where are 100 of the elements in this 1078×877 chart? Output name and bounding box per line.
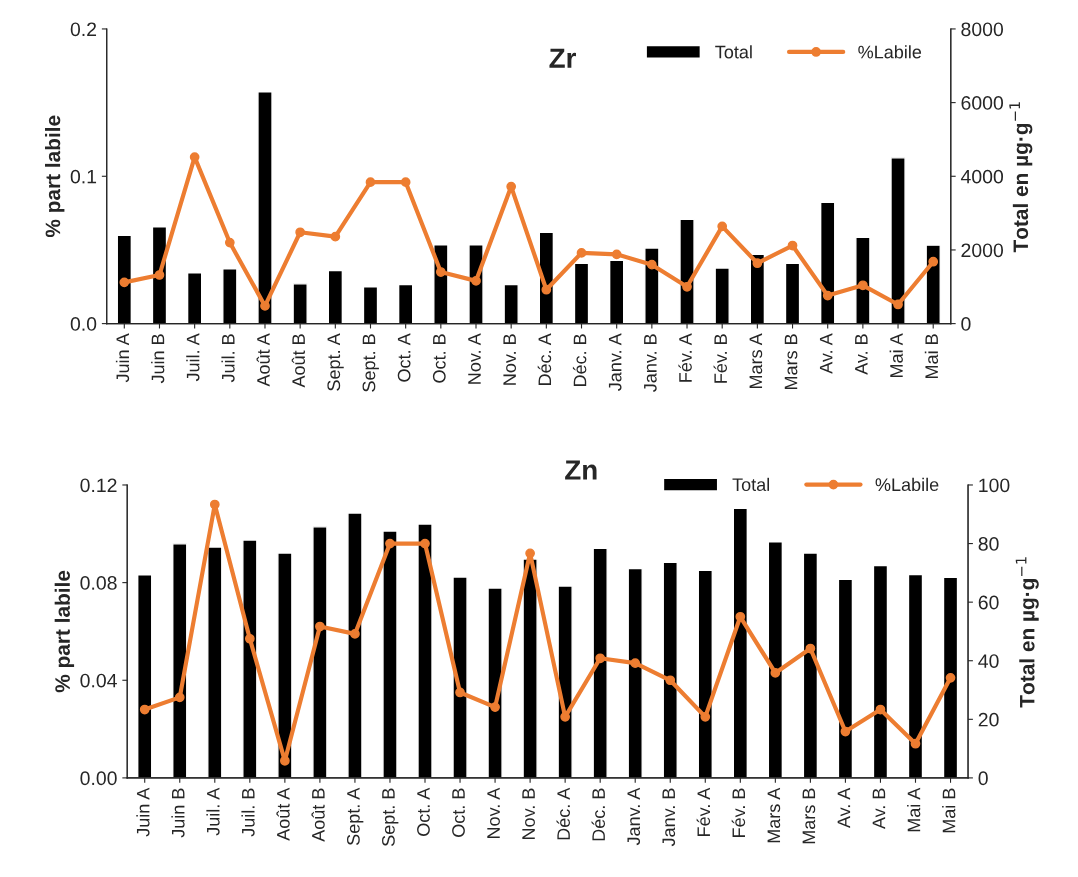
bar: [557, 585, 573, 778]
bar: [890, 157, 906, 324]
x-tick-label: Mars A: [767, 787, 781, 843]
bar: [137, 574, 153, 778]
point: [315, 621, 325, 632]
point: [700, 712, 711, 722]
y-tick-label: 0.12: [80, 478, 117, 493]
point: [541, 284, 552, 295]
legend-label: %Labile: [858, 45, 922, 59]
bar: [397, 283, 414, 324]
y-axis-title: % part labile: [54, 570, 75, 693]
point: [735, 611, 746, 622]
point: [365, 177, 376, 188]
point: [945, 672, 956, 683]
bar: [186, 272, 203, 324]
bar: [942, 576, 959, 778]
bar: [573, 262, 590, 324]
bar: [487, 587, 503, 778]
y2-tick-label: 8000: [961, 22, 1004, 37]
bar: [767, 541, 784, 778]
bar: [732, 507, 749, 778]
x-tick-label: Juin B: [171, 788, 185, 838]
x-tick-label: Août B: [311, 788, 325, 842]
point: [400, 177, 411, 188]
bar: [347, 512, 363, 778]
y-tick-label: 0.00: [80, 771, 117, 786]
point: [350, 629, 360, 639]
point: [420, 538, 430, 549]
x-tick-label: Juil. B: [241, 788, 255, 837]
y2-tick-label: 0: [961, 317, 971, 331]
legend-label: %Labile: [875, 477, 939, 492]
x-tick-label: Juil. A: [206, 787, 220, 836]
point: [139, 704, 150, 715]
point: [189, 152, 200, 162]
y-tick-label: 0.2: [70, 22, 97, 37]
bar: [292, 283, 308, 324]
x-tick-label: Juil. B: [221, 334, 235, 383]
bar: [872, 564, 889, 778]
x-tick-label: Janv. B: [662, 788, 676, 847]
bar: [522, 558, 538, 778]
bar: [644, 247, 660, 324]
x-tick-label: Déc. A: [537, 333, 552, 386]
bar: [116, 234, 133, 324]
point: [576, 248, 587, 258]
point: [682, 281, 692, 292]
y2-tick-label: 60: [978, 595, 999, 610]
point: [330, 231, 341, 242]
bar: [784, 262, 801, 324]
y2-tick-label: 80: [978, 537, 999, 551]
x-tick-label: Sept. A: [327, 333, 344, 391]
bar: [327, 269, 344, 324]
y2-tick-label: 6000: [961, 96, 1004, 110]
point: [717, 221, 728, 232]
bar: [222, 268, 238, 324]
x-tick-label: Oct. A: [417, 787, 430, 836]
x-tick-label: Mars B: [784, 334, 798, 390]
x-tick-label: Fév. B: [713, 334, 728, 383]
point: [260, 301, 270, 311]
bar: [697, 569, 713, 778]
y-tick-label: 0.04: [80, 673, 117, 688]
y2-tick-label: 4000: [960, 169, 1004, 184]
point: [385, 538, 395, 549]
bar: [608, 259, 625, 324]
x-tick-label: Mai A: [907, 787, 921, 832]
point: [506, 181, 517, 192]
point: [770, 668, 781, 678]
point: [611, 249, 622, 260]
bar: [242, 539, 258, 778]
x-tick-label: Mai B: [924, 334, 939, 379]
point: [752, 258, 763, 269]
point: [858, 280, 868, 291]
bar: [679, 218, 695, 324]
bar: [277, 552, 293, 778]
x-tick-label: Nov. B: [522, 788, 535, 839]
point: [805, 643, 816, 654]
point: [154, 270, 165, 280]
x-tick-label: Août B: [291, 334, 305, 388]
x-tick-label: Av. B: [872, 788, 886, 830]
bar: [819, 201, 836, 324]
point: [224, 237, 235, 248]
point: [840, 726, 851, 737]
point: [665, 675, 676, 686]
y-tick-label: 0.08: [80, 576, 117, 590]
x-tick-label: Fév. A: [678, 333, 692, 382]
point: [646, 259, 657, 270]
bar: [503, 283, 519, 324]
y-axis-title: % part labile: [45, 115, 65, 238]
x-tick-label: Janv. B: [644, 334, 657, 392]
chart-title: Zn: [565, 460, 597, 480]
x-tick-label: Sept. B: [382, 788, 399, 847]
x-tick-label: Janv. A: [608, 333, 622, 391]
x-tick-label: Mars B: [802, 788, 816, 844]
x-tick-label: Oct. B: [452, 788, 465, 837]
point: [490, 702, 500, 712]
point: [119, 277, 130, 288]
bar: [382, 530, 398, 778]
bar: [362, 286, 379, 324]
bar: [257, 91, 273, 324]
x-tick-label: Juin A: [115, 333, 130, 383]
x-tick-label: Déc. B: [591, 788, 606, 841]
